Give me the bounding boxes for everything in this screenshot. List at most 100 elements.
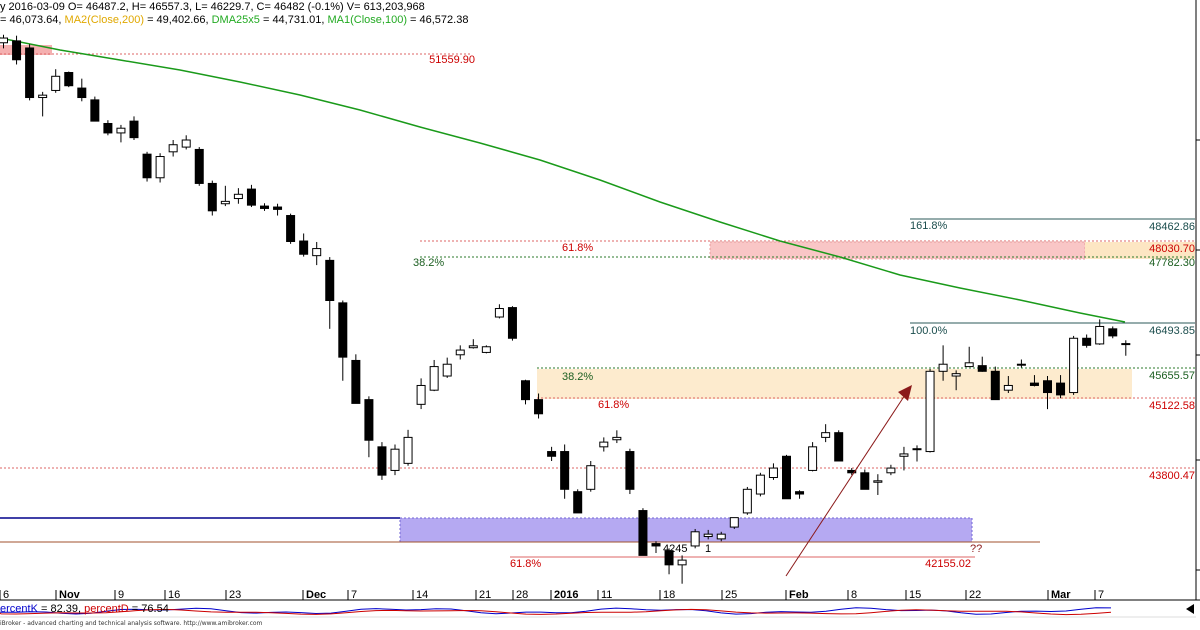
candle-body-up xyxy=(821,432,831,438)
candle xyxy=(1043,376,1052,410)
candle xyxy=(703,529,713,540)
question-annotation: ?? xyxy=(970,543,982,555)
candle-body-up xyxy=(768,467,778,479)
candle-body-up xyxy=(38,94,48,99)
candle xyxy=(873,474,883,495)
candle-body-down xyxy=(521,380,530,401)
candle-body-up xyxy=(716,533,726,540)
candle xyxy=(364,396,374,458)
candle-body-down xyxy=(246,188,256,206)
candle xyxy=(168,140,178,157)
footer-credit: iBroker - advanced charting and technica… xyxy=(0,620,263,627)
low-annotation-suffix: 1 xyxy=(705,543,711,555)
fib-percent-label: 61.8% xyxy=(510,558,541,570)
candle xyxy=(573,489,583,514)
x-axis: 6 Nov 9 16 23 Dec 7 14 21 28 2016 11 18 25 Feb 8 15 22 Mar… xyxy=(0,0,1200,601)
candle-body-down xyxy=(142,153,152,179)
candle xyxy=(246,184,256,208)
fib-percent-label: 100.0% xyxy=(910,325,948,337)
candle-body-up xyxy=(429,366,439,391)
candle xyxy=(312,241,322,266)
candle-body-up xyxy=(233,193,243,200)
candle xyxy=(625,448,635,495)
candle xyxy=(834,430,844,462)
ma200-line xyxy=(0,37,1126,323)
candle-body-up xyxy=(703,533,713,538)
candle-body-down xyxy=(847,469,857,474)
candle-body-down xyxy=(325,259,335,301)
price-label: 45122.58 xyxy=(1149,400,1195,412)
price-label: 51559.90 xyxy=(429,54,475,66)
candle xyxy=(233,188,243,204)
candle-body-up xyxy=(403,436,413,464)
candle-body-up xyxy=(168,144,178,153)
candle xyxy=(729,517,739,529)
candle xyxy=(612,430,622,444)
candle xyxy=(990,366,1000,401)
candle-body-down xyxy=(507,307,517,339)
candle xyxy=(651,541,661,554)
oscillator-legend: ercentK = 82.39, percentD = 76.54 xyxy=(0,603,169,615)
x-axis-label: 23 xyxy=(229,589,241,601)
candle-body-up xyxy=(938,363,948,372)
candle xyxy=(782,454,791,500)
candle xyxy=(755,472,765,497)
candle xyxy=(325,257,335,329)
candle xyxy=(25,44,35,101)
candle xyxy=(560,444,570,499)
candle xyxy=(103,120,113,136)
candle-body-down xyxy=(90,99,100,122)
candle xyxy=(1095,319,1105,345)
candle-body-up xyxy=(612,436,622,441)
stochastic-oscillator xyxy=(0,604,1196,618)
candle-body-down xyxy=(795,491,805,495)
candle xyxy=(599,437,609,452)
dma-label: DMA25x5 xyxy=(211,14,260,26)
candle xyxy=(1029,375,1039,387)
candle xyxy=(390,444,400,476)
candle xyxy=(899,446,909,471)
ma-item: = 46,073.64, xyxy=(0,14,65,26)
candle xyxy=(403,429,413,466)
trend-arrow xyxy=(785,385,912,577)
candle xyxy=(664,548,674,575)
x-axis-label: Nov xyxy=(59,589,81,601)
price-label: 42155.02 xyxy=(925,558,971,570)
candles xyxy=(0,34,1131,584)
candle xyxy=(1108,326,1118,339)
candle xyxy=(507,306,517,341)
candle-body-down xyxy=(207,182,217,212)
price-label: 45655.57 xyxy=(1149,370,1195,382)
candle-body-up xyxy=(873,480,883,483)
candle xyxy=(129,116,139,141)
price-label: 47782.30 xyxy=(1149,257,1195,269)
x-axis-label: Feb xyxy=(789,589,809,601)
candle xyxy=(925,368,935,453)
candle-body-down xyxy=(625,451,635,490)
x-axis-label: Dec xyxy=(306,589,326,601)
chart-header-ohlc: y 2016-03-09 O= 46487.2, H= 46557.3, L= … xyxy=(0,1,425,13)
candle xyxy=(142,151,152,182)
candle-body-down xyxy=(990,370,1000,401)
candle-body-up xyxy=(925,370,935,453)
moving-average xyxy=(0,37,1126,323)
candle xyxy=(273,203,283,216)
candle xyxy=(155,153,165,183)
candle xyxy=(260,203,269,211)
candle xyxy=(521,379,530,405)
candle xyxy=(808,442,818,472)
candle-body-down xyxy=(547,451,557,457)
candle-body-up xyxy=(468,345,478,349)
percentd-line xyxy=(0,608,1112,616)
candle-body-down xyxy=(664,550,674,566)
candle-body-down xyxy=(129,120,139,139)
candle-body-down xyxy=(103,122,113,134)
candle-body-down xyxy=(534,399,544,415)
candle-body-down xyxy=(377,446,387,476)
candle xyxy=(690,528,700,549)
candle xyxy=(64,71,74,88)
candle-body-down xyxy=(273,206,283,210)
low-annotation: 4245 xyxy=(663,543,687,555)
candle-body-down xyxy=(1056,382,1066,396)
